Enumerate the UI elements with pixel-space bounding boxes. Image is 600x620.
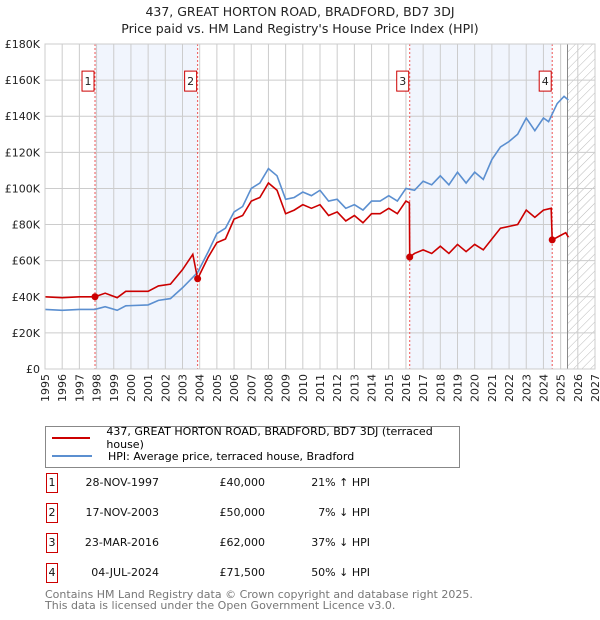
x-tick-label: 2006 [228,374,241,402]
transaction-date: 17-NOV-2003 [85,506,159,519]
footer-copyright: Contains HM Land Registry data © Crown c… [45,588,473,601]
x-tick-label: 2015 [383,374,396,402]
legend-item-property: 437, GREAT HORTON ROAD, BRADFORD, BD7 3D… [52,425,459,451]
shaded-period [409,44,553,369]
legend-item-hpi: HPI: Average price, terraced house, Brad… [52,448,354,464]
x-tick-label: 2005 [211,374,224,402]
y-tick-label: £60K [12,255,41,268]
x-tick-label: 2001 [142,374,155,402]
x-tick-label: 2023 [520,374,533,402]
x-tick-label: 1996 [56,374,69,402]
y-tick-label: £0 [26,363,40,376]
y-tick-label: £140K [5,110,41,123]
transaction-row: 4 04-JUL-2024 £71,500 50% ↓ HPI [0,563,600,585]
plot-border [44,43,596,370]
x-tick-label: 2010 [297,374,310,402]
x-tick-label: 2007 [245,374,258,402]
x-tick-label: 2021 [486,374,499,402]
x-tick-label: 2003 [177,374,190,402]
transaction-row: 2 17-NOV-2003 £50,000 7% ↓ HPI [0,503,600,525]
x-tick-label: 2008 [262,374,275,402]
transaction-num: 2 [46,503,58,523]
transaction-date: 28-NOV-1997 [85,476,159,489]
transaction-pct: 50% ↓ HPI [311,566,370,579]
shaded-period [95,44,198,369]
x-tick-label: 1998 [91,374,104,402]
transaction-num: 1 [46,473,58,493]
sale-point [91,293,99,301]
legend-label: HPI: Average price, terraced house, Brad… [108,449,355,463]
sale-point [406,253,414,261]
sale-label-box [538,70,552,92]
sale-label: 1 [85,75,92,88]
legend-swatch-red [52,437,91,439]
x-tick-label: 1997 [73,374,86,402]
x-tick-label: 1999 [108,374,121,402]
sale-label-box [81,70,95,92]
x-tick-label: 2018 [434,374,447,402]
y-tick-label: £180K [5,38,41,51]
chart-subtitle: Price paid vs. HM Land Registry's House … [121,21,479,36]
transaction-row: 3 23-MAR-2016 £62,000 37% ↓ HPI [0,533,600,555]
legend-label: 437, GREAT HORTON ROAD, BRADFORD, BD7 3D… [106,425,433,451]
x-tick-label: 2011 [314,374,327,402]
sale-point [548,236,556,244]
transaction-pct: 7% ↓ HPI [318,506,370,519]
x-tick-label: 2026 [572,374,585,402]
y-tick-label: £160K [5,74,41,87]
transaction-price: £40,000 [219,476,266,489]
y-tick-label: £20K [12,327,41,340]
x-tick-label: 2017 [417,374,430,402]
sale-label: 3 [399,75,406,88]
sale-point [194,275,202,283]
footer-licence: This data is licensed under the Open Gov… [45,599,396,612]
legend: 437, GREAT HORTON ROAD, BRADFORD, BD7 3D… [45,425,460,468]
sale-label: 2 [187,75,194,88]
x-tick-label: 2013 [348,374,361,402]
x-tick-label: 2022 [503,374,516,402]
price-chart: 1995 1996 1997 1998 1999 2000 2001 2002 2003 2004… [5,38,600,402]
x-tick-label: 2016 [400,374,413,402]
transaction-pct: 21% ↑ HPI [311,476,370,489]
x-tick-label: 2012 [331,374,344,402]
x-tick-label: 2002 [159,374,172,402]
x-tick-label: 2019 [452,374,465,402]
y-tick-label: £40K [12,291,41,304]
transaction-pct: 37% ↓ HPI [311,536,370,549]
transaction-num: 4 [46,563,58,583]
y-tick-label: £120K [5,146,41,159]
sale-label-box [184,70,198,92]
transaction-row: 1 28-NOV-1997 £40,000 21% ↑ HPI [0,473,600,495]
forecast-hatch [567,44,595,369]
transaction-date: 23-MAR-2016 [84,536,159,549]
x-tick-label: 2024 [537,374,550,402]
transaction-date: 04-JUL-2024 [91,566,159,579]
x-tick-label: 2014 [366,374,379,402]
x-tick-label: 2000 [125,374,138,402]
x-tick-label: 2009 [280,374,293,402]
price-paid-line [44,181,570,299]
y-tick-label: £100K [5,182,41,195]
hpi-line [44,95,569,312]
sale-label-box [396,70,410,92]
x-tick-label: 2020 [469,374,482,402]
legend-swatch-blue [52,455,92,457]
x-tick-label: 1995 [39,374,52,402]
transaction-price: £62,000 [219,536,266,549]
chart-title: 437, GREAT HORTON ROAD, BRADFORD, BD7 3D… [145,4,455,19]
transaction-price: £50,000 [219,506,266,519]
footer: Contains HM Land Registry data © Crown c… [45,589,473,611]
transaction-num: 3 [46,533,58,553]
x-tick-label: 2025 [555,374,568,402]
transaction-price: £71,500 [219,566,266,579]
x-tick-label: 2004 [194,374,207,402]
y-tick-label: £80K [12,219,41,232]
sale-label: 4 [542,75,549,88]
x-tick-label: 2027 [589,374,600,402]
